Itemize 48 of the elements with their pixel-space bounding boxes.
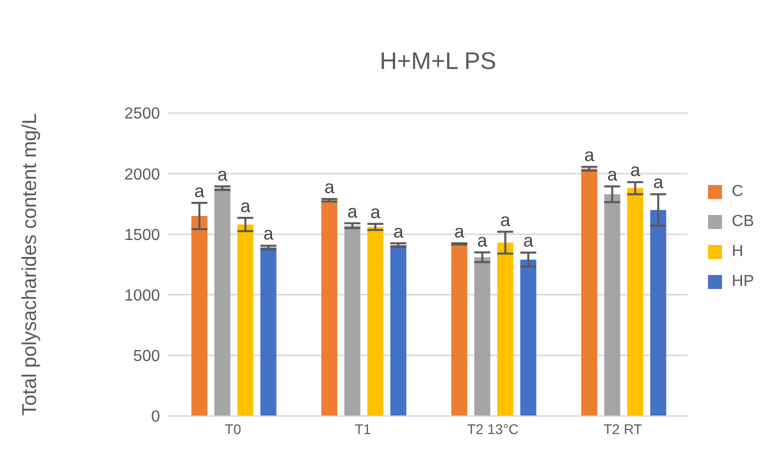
legend-label: CB — [732, 213, 754, 230]
data-label: a — [347, 201, 358, 222]
bar — [474, 257, 490, 416]
bar — [604, 194, 620, 416]
bar — [237, 224, 254, 416]
y-tick-label: 500 — [133, 348, 160, 366]
y-tick-label: 1500 — [124, 226, 160, 244]
bar — [321, 200, 338, 416]
data-label: a — [630, 160, 642, 180]
bar — [191, 216, 208, 416]
y-tick-label: 1000 — [124, 287, 160, 304]
data-label: a — [477, 230, 488, 250]
data-label: a — [607, 164, 618, 184]
bar — [650, 210, 666, 416]
bar — [344, 226, 360, 416]
y-tick-label: 2000 — [124, 166, 160, 184]
bar — [497, 242, 514, 416]
y-axis-title: Total polysacharides content mg/L — [19, 113, 41, 416]
y-tick-label: 2500 — [124, 106, 160, 123]
data-label: a — [393, 221, 404, 242]
legend-label: C — [732, 183, 744, 200]
data-label: a — [194, 180, 206, 201]
data-label: a — [653, 172, 664, 192]
x-tick-label: T2 RT — [603, 420, 643, 437]
chart-title: H+M+L PS — [378, 48, 498, 76]
bar — [627, 188, 644, 416]
bar — [581, 168, 598, 416]
data-label: a — [263, 224, 274, 244]
bar — [214, 188, 230, 416]
legend-label: H — [732, 243, 744, 260]
data-label: a — [217, 164, 228, 184]
bar — [390, 245, 406, 416]
bar — [367, 226, 384, 416]
y-tick-label: 0 — [151, 408, 160, 426]
legend-label: HP — [732, 273, 754, 290]
bar — [520, 260, 536, 416]
x-tick-label: T0 — [224, 420, 242, 437]
bar — [260, 248, 276, 416]
bar — [451, 244, 468, 416]
data-label: a — [454, 221, 466, 242]
data-label: a — [584, 144, 596, 165]
x-tick-label: T1 — [354, 420, 372, 437]
data-label: a — [240, 196, 252, 216]
data-label: a — [324, 177, 336, 198]
x-tick-label: T2 13°C — [467, 420, 519, 437]
data-label: a — [500, 210, 512, 230]
data-label: a — [370, 202, 382, 222]
data-label: a — [523, 230, 534, 251]
